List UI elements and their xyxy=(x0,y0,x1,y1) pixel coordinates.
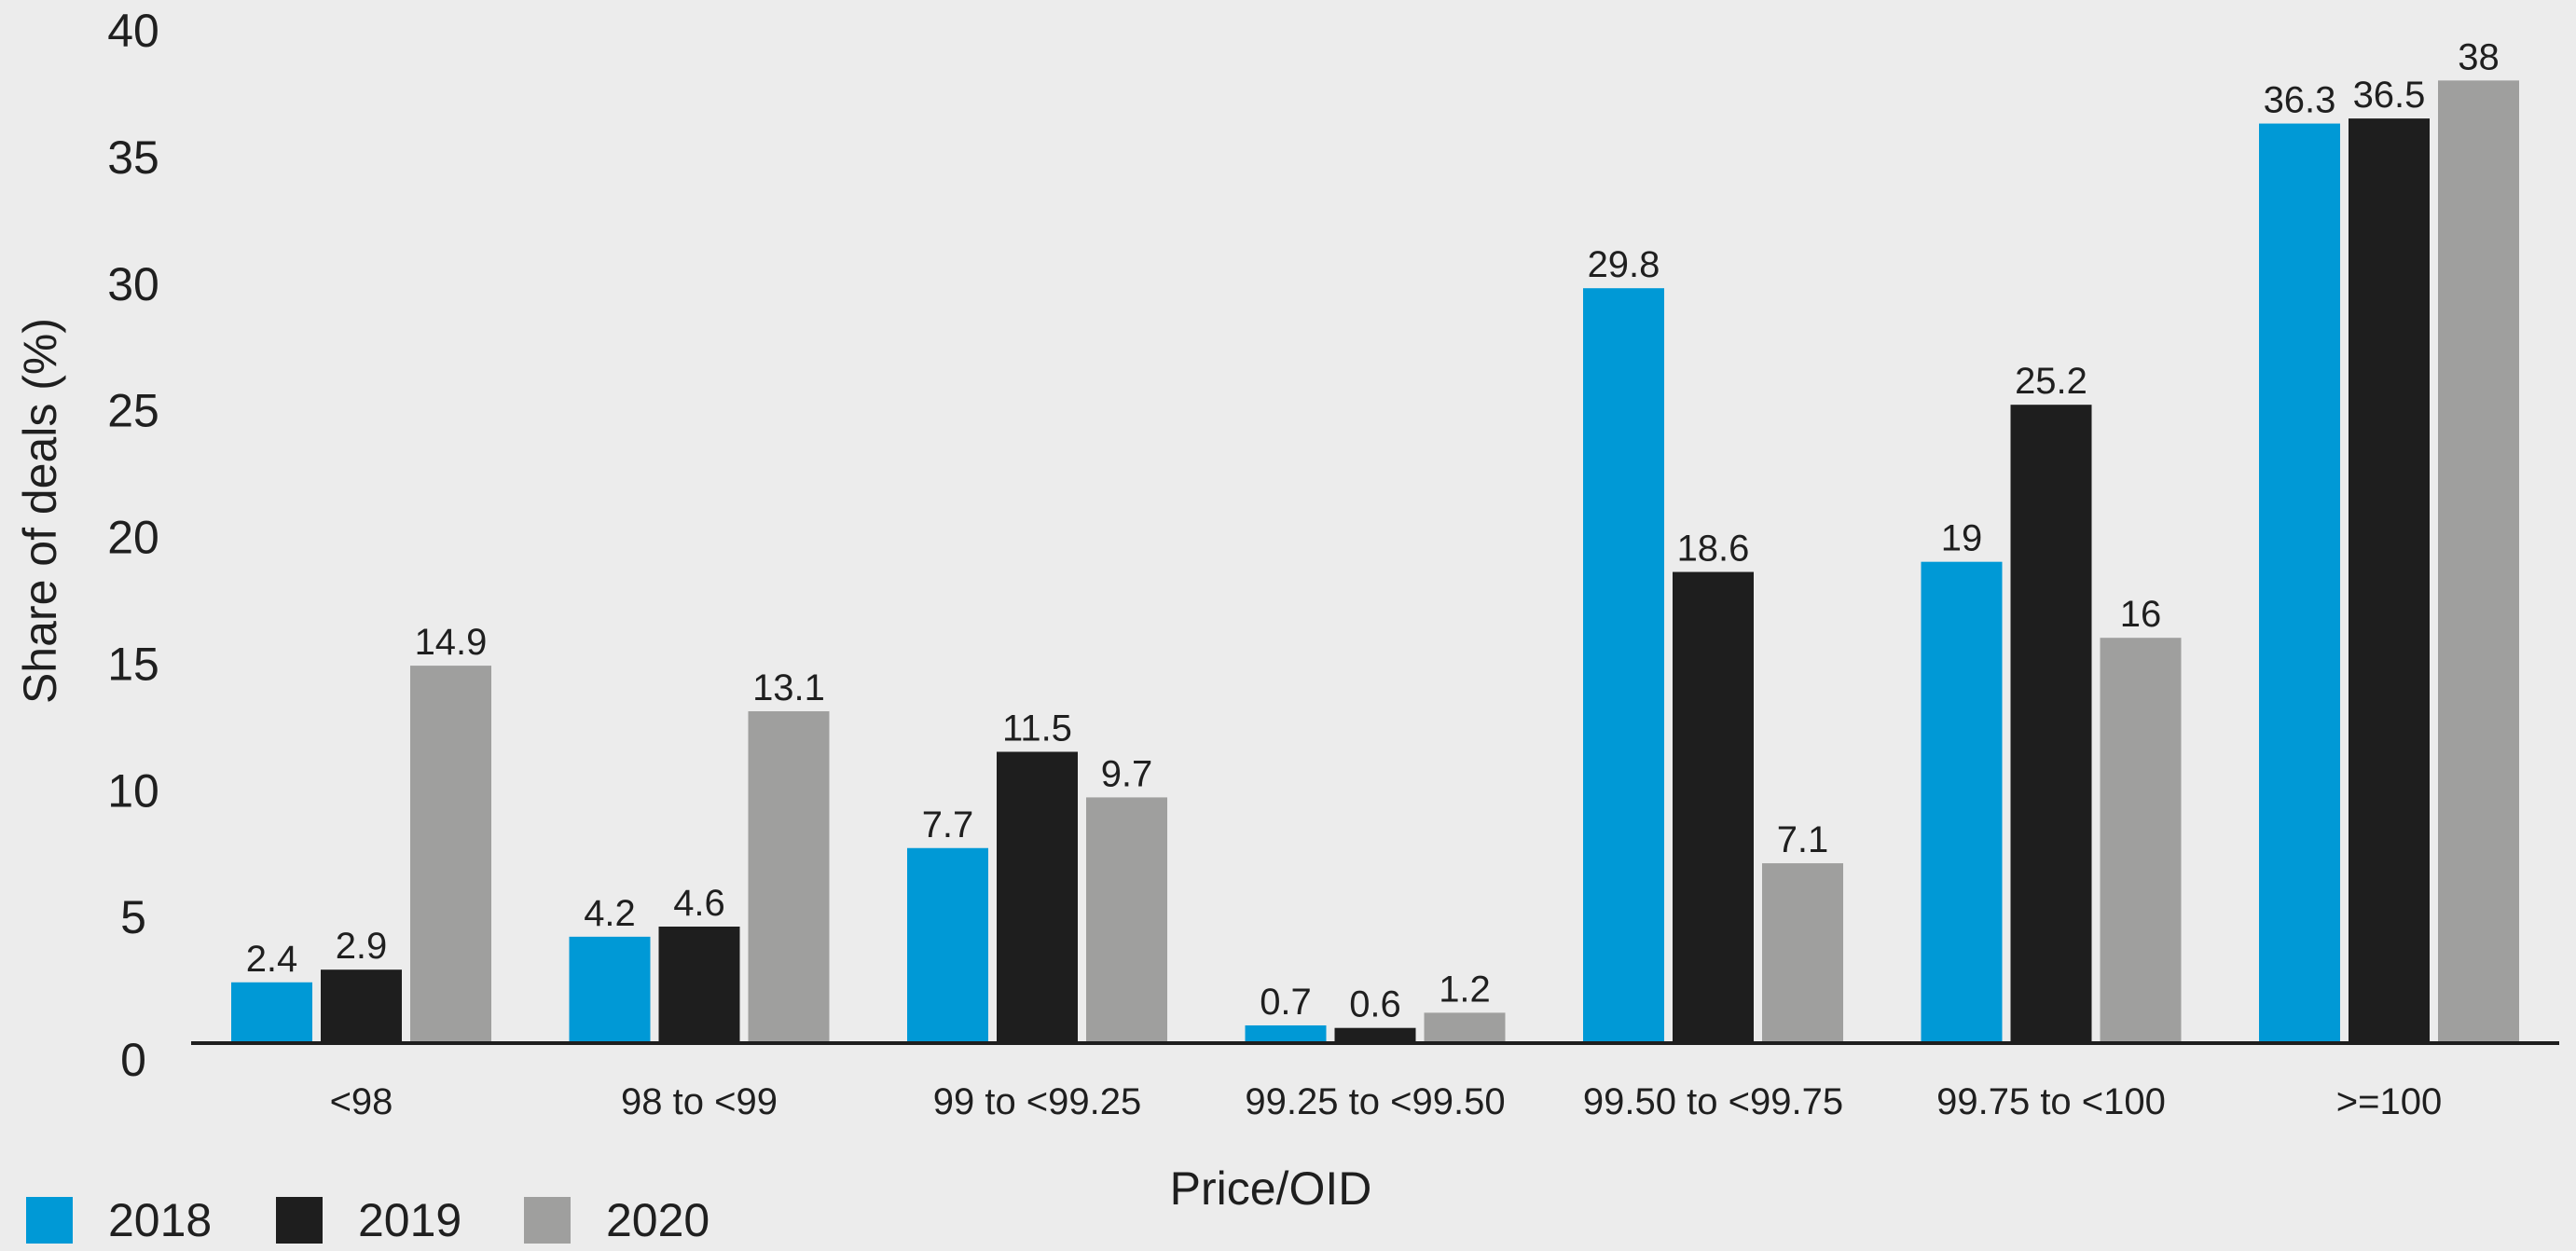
bar-2019-4 xyxy=(1673,571,1754,1043)
y-tick-label: 40 xyxy=(107,5,159,57)
bar-2019-1 xyxy=(658,926,740,1043)
data-label-2019-5: 25.2 xyxy=(2015,361,2087,402)
x-tick-label: 99.25 to <99.50 xyxy=(1245,1081,1505,1122)
bar-2018-5 xyxy=(1921,561,2003,1043)
data-label-2020-6: 38 xyxy=(2458,36,2500,77)
data-label-2019-0: 2.9 xyxy=(336,926,388,967)
data-label-2018-4: 29.8 xyxy=(1588,244,1660,285)
x-tick-label: 99 to <99.25 xyxy=(933,1081,1142,1122)
data-label-2020-4: 7.1 xyxy=(1777,819,1829,860)
data-labels-layer: 2.4 4.2 7.7 0.7 29.8 19 36.3 2.9 4.6 11.5 0.6 18.6 2… xyxy=(246,36,2500,1024)
bar-2020-4 xyxy=(1762,863,1843,1043)
data-label-2019-6: 36.5 xyxy=(2353,75,2426,116)
data-label-2018-2: 7.7 xyxy=(922,804,974,845)
y-tick-label: 35 xyxy=(107,131,159,184)
legend-label-2018: 2018 xyxy=(108,1194,212,1246)
y-tick-label: 0 xyxy=(120,1034,146,1086)
bar-2019-2 xyxy=(997,751,1078,1043)
data-label-2019-3: 0.6 xyxy=(1349,984,1401,1025)
data-label-2020-3: 1.2 xyxy=(1439,969,1491,1010)
bar-2018-1 xyxy=(569,936,651,1043)
x-tick-label: 98 to <99 xyxy=(621,1081,778,1122)
y-tick-label: 25 xyxy=(107,385,159,437)
data-label-2018-5: 19 xyxy=(1941,518,1983,559)
bar-2018-3 xyxy=(1245,1024,1327,1043)
bar-2019-5 xyxy=(2010,405,2092,1043)
bar-2018-2 xyxy=(907,847,988,1043)
bar-2020-5 xyxy=(2100,638,2182,1043)
y-axis-ticks: 0 5 10 15 20 25 30 35 40 xyxy=(107,5,159,1086)
y-tick-label: 20 xyxy=(107,512,159,564)
y-tick-label: 30 xyxy=(107,258,159,310)
legend-swatch-2020 xyxy=(524,1197,571,1244)
legend-swatch-2018 xyxy=(26,1197,73,1244)
bar-2019-0 xyxy=(321,969,402,1043)
y-axis-title: Share of deals (%) xyxy=(14,318,66,704)
data-label-2020-5: 16 xyxy=(2120,594,2162,635)
bar-2019-6 xyxy=(2349,118,2430,1044)
x-axis-title: Price/OID xyxy=(1170,1162,1372,1215)
data-label-2019-2: 11.5 xyxy=(1002,708,1072,749)
legend: 2018 2019 2020 xyxy=(26,1194,709,1246)
y-tick-label: 15 xyxy=(107,638,159,690)
bar-2018-4 xyxy=(1583,288,1664,1043)
data-label-2018-1: 4.2 xyxy=(584,893,636,934)
data-label-2018-6: 36.3 xyxy=(2264,80,2336,121)
bar-2020-1 xyxy=(748,711,830,1043)
bar-2018-0 xyxy=(231,982,312,1043)
bar-2020-6 xyxy=(2438,80,2519,1044)
bar-2020-2 xyxy=(1086,797,1167,1043)
data-label-2020-2: 9.7 xyxy=(1101,753,1153,794)
legend-label-2019: 2019 xyxy=(358,1194,461,1246)
x-tick-label: >=100 xyxy=(2336,1081,2442,1122)
x-tick-label: 99.50 to <99.75 xyxy=(1583,1081,1843,1122)
data-label-2020-0: 14.9 xyxy=(415,622,488,663)
bar-2020-3 xyxy=(1424,1012,1506,1043)
legend-label-2020: 2020 xyxy=(606,1194,709,1246)
data-label-2018-3: 0.7 xyxy=(1260,982,1312,1023)
data-label-2020-1: 13.1 xyxy=(752,667,825,708)
bar-2018-6 xyxy=(2259,123,2340,1044)
x-tick-label: 99.75 to <100 xyxy=(1936,1081,2166,1122)
x-axis-ticks: <98 98 to <99 99 to <99.25 99.25 to <99.50 9… xyxy=(330,1081,2443,1122)
bar-2019-3 xyxy=(1334,1027,1416,1043)
data-label-2018-0: 2.4 xyxy=(246,939,298,980)
legend-swatch-2019 xyxy=(276,1197,323,1244)
x-tick-label: <98 xyxy=(330,1081,393,1122)
y-tick-label: 5 xyxy=(120,891,146,943)
y-tick-label: 10 xyxy=(107,764,159,817)
bar-2020-0 xyxy=(410,666,491,1043)
data-label-2019-4: 18.6 xyxy=(1677,529,1750,570)
data-label-2019-1: 4.6 xyxy=(673,883,725,924)
bars-layer xyxy=(231,80,2519,1044)
